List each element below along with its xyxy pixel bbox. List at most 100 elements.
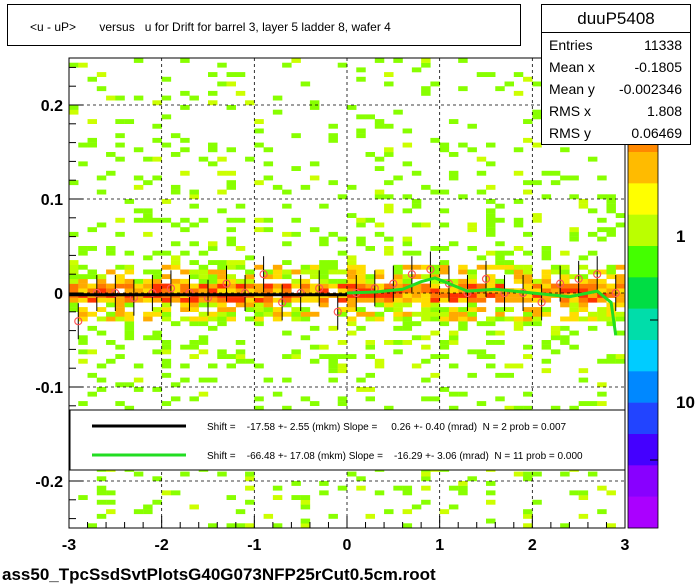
heatmap-cell (448, 504, 459, 510)
heatmap-cell (115, 283, 125, 289)
heatmap-cell (356, 293, 366, 298)
heatmap-cell (347, 302, 357, 308)
heatmap-cell (115, 382, 125, 388)
heatmap-cell (245, 358, 255, 364)
heatmap-cell (495, 307, 505, 312)
heatmap-cell (124, 330, 135, 336)
heatmap-cell (291, 311, 301, 317)
heatmap-cell (208, 278, 218, 284)
heatmap-cell (347, 255, 357, 261)
heatmap-cell (439, 311, 450, 317)
heatmap-cell (319, 288, 329, 294)
heatmap-cell (170, 184, 181, 190)
heatmap-cell (606, 199, 616, 204)
heatmap-cell (421, 297, 431, 303)
heatmap-cell (476, 189, 487, 195)
heatmap-cell (384, 236, 394, 242)
heatmap-cell (569, 490, 579, 496)
heatmap-cell (458, 269, 468, 275)
heatmap-cell (402, 208, 413, 214)
heatmap-cell (217, 316, 227, 322)
heatmap-cell (476, 401, 487, 406)
heatmap-cell (161, 316, 172, 322)
heatmap-cell (245, 485, 255, 491)
heatmap-cell (365, 293, 375, 298)
heatmap-cell (282, 330, 292, 336)
heatmap-cell (69, 105, 79, 110)
heatmap-cell (87, 269, 97, 275)
heatmap-cell (587, 293, 598, 298)
heatmap-cell (597, 391, 607, 397)
heatmap-cell (402, 485, 413, 491)
heatmap-cell (578, 490, 589, 496)
heatmap-cell (560, 250, 570, 256)
heatmap-cell (439, 307, 450, 312)
heatmap-cell (319, 278, 329, 284)
heatmap-cell (189, 222, 199, 228)
heatmap-cell (69, 274, 79, 280)
heatmap-cell (161, 358, 172, 364)
heatmap-cell (430, 302, 440, 308)
heatmap-cell (560, 147, 570, 153)
heatmap-cell (263, 175, 274, 181)
heatmap-cell (365, 396, 375, 402)
heatmap-cell (560, 471, 570, 477)
heatmap-cell (448, 241, 459, 247)
profile-point (537, 298, 546, 307)
heatmap-cell (513, 217, 524, 223)
heatmap-cell (467, 147, 477, 153)
heatmap-cell (347, 330, 357, 336)
heatmap-cell (504, 264, 514, 270)
heatmap-cell (513, 278, 524, 284)
heatmap-cell (124, 316, 135, 322)
heatmap-cell (347, 307, 357, 312)
heatmap-cell (328, 260, 338, 265)
heatmap-cell (198, 321, 209, 327)
heatmap-cell (569, 227, 579, 233)
heatmap-cell (309, 227, 320, 233)
heatmap-cell (152, 311, 162, 317)
heatmap-cell (180, 137, 190, 143)
heatmap-cell (550, 330, 561, 336)
heatmap-cell (467, 307, 477, 312)
heatmap-cell (523, 476, 533, 482)
heatmap-cell (467, 302, 477, 308)
heatmap-cell (597, 269, 607, 275)
heatmap-cell (356, 128, 366, 134)
heatmap-cell (504, 269, 514, 275)
heatmap-cell (96, 307, 107, 312)
heatmap-cell (263, 311, 274, 317)
heatmap-cell (170, 260, 181, 265)
heatmap-cell (106, 358, 116, 364)
heatmap-cell (69, 109, 79, 115)
heatmap-cell (226, 354, 236, 359)
heatmap-cell (550, 325, 561, 331)
heatmap-cell (569, 194, 579, 200)
heatmap-cell (328, 377, 338, 383)
heatmap-cell (597, 311, 607, 317)
heatmap-cell (569, 236, 579, 242)
heatmap-cell (106, 302, 116, 308)
heatmap-cell (430, 81, 440, 87)
heatmap-cell (272, 311, 283, 317)
heatmap-cell (208, 90, 218, 96)
heatmap-cell (402, 278, 413, 284)
heatmap-cell (606, 311, 616, 317)
heatmap-cell (161, 363, 172, 369)
heatmap-cell (402, 311, 413, 317)
heatmap-cell (439, 222, 450, 228)
heatmap-cell (115, 133, 125, 139)
heatmap-cell (550, 283, 561, 289)
heatmap-cell (356, 325, 366, 331)
heatmap-cell (300, 316, 311, 322)
heatmap-cell (282, 405, 292, 411)
heatmap-cell (170, 189, 181, 195)
heatmap-cell (300, 396, 311, 402)
heatmap-cell (374, 119, 385, 124)
heatmap-cell (319, 297, 329, 303)
heatmap-cell (356, 241, 366, 247)
heatmap-cell (226, 147, 236, 153)
heatmap-cell (263, 269, 274, 275)
heatmap-cell (133, 217, 144, 223)
heatmap-cell (226, 241, 236, 247)
